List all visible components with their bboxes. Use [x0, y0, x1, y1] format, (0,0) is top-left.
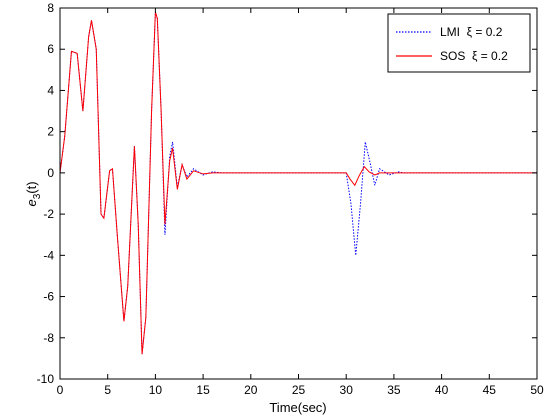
legend-label-sos: SOS ξ = 0.2: [440, 49, 508, 63]
x-tick-label: 45: [483, 383, 497, 397]
y-axis-label-sub: 3: [32, 193, 43, 199]
y-axis: 8 6 4 2 0 -2 -4 -6 -8 -10: [37, 1, 537, 386]
x-tick-label: 25: [292, 383, 306, 397]
x-tick-label: 35: [387, 383, 401, 397]
legend-box: [387, 13, 531, 73]
x-axis-label: Time(sec): [269, 400, 326, 415]
legend: LMI ξ = 0.2 SOS ξ = 0.2: [387, 13, 531, 73]
x-tick-label: 5: [104, 383, 111, 397]
x-tick-label: 50: [530, 383, 544, 397]
x-tick-label: 0: [57, 383, 64, 397]
x-tick-label: 15: [196, 383, 210, 397]
x-tick-label: 40: [435, 383, 449, 397]
y-tick-label: -8: [43, 331, 54, 345]
y-tick-label: 6: [47, 42, 54, 56]
y-tick-label: 8: [47, 1, 54, 15]
y-axis-label-arg: (t): [24, 181, 39, 193]
y-axis-label-main: e: [24, 199, 39, 206]
x-axis: 0 5 10 15 20 25 30 35 40 45 50: [57, 8, 544, 397]
y-tick-label: 0: [47, 166, 54, 180]
y-tick-label: -10: [37, 372, 55, 386]
svg-text:e3(t): e3(t): [24, 181, 43, 206]
y-tick-label: -6: [43, 290, 54, 304]
legend-label-lmi: LMI ξ = 0.2: [440, 25, 503, 39]
x-tick-label: 10: [149, 383, 163, 397]
x-tick-label: 30: [340, 383, 354, 397]
y-tick-label: 2: [47, 125, 54, 139]
y-axis-label: e3(t): [24, 181, 43, 206]
y-tick-label: 4: [47, 83, 54, 97]
x-tick-label: 20: [244, 383, 258, 397]
y-tick-label: -4: [43, 248, 54, 262]
y-tick-label: -2: [43, 207, 54, 221]
